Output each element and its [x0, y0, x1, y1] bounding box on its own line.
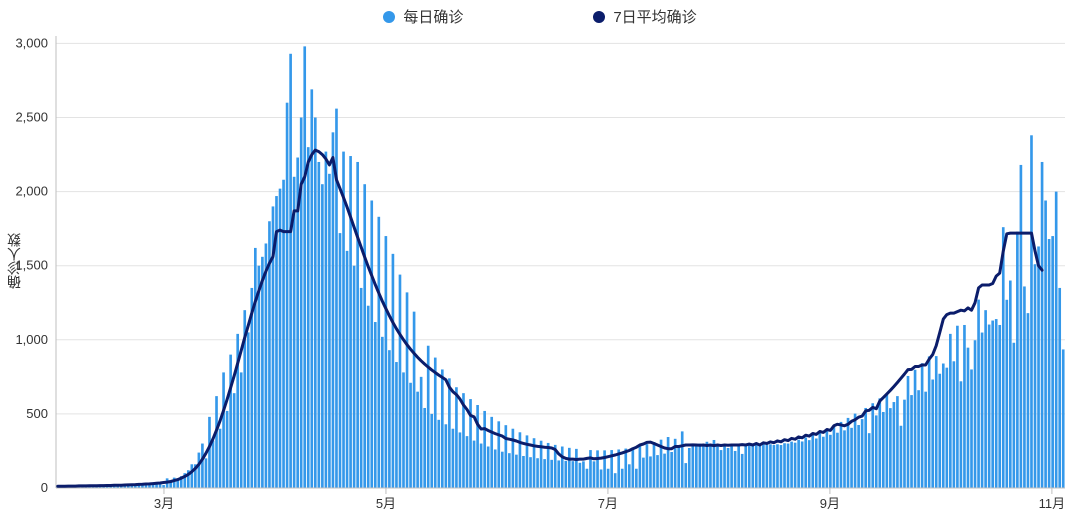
- legend-item-daily[interactable]: 每日确诊: [383, 6, 463, 27]
- svg-text:3,000: 3,000: [15, 35, 48, 50]
- svg-text:11月: 11月: [1039, 496, 1066, 511]
- legend-item-7day-avg[interactable]: 7日平均确诊: [593, 6, 696, 27]
- svg-text:2,500: 2,500: [15, 110, 48, 125]
- legend-dot-icon: [383, 11, 395, 23]
- legend-label: 7日平均确诊: [613, 6, 696, 27]
- svg-text:0: 0: [41, 480, 48, 495]
- chart-legend: 每日确诊 7日平均确诊: [0, 6, 1080, 27]
- svg-text:1,000: 1,000: [15, 332, 48, 347]
- svg-text:7月: 7月: [598, 496, 618, 511]
- chart-canvas: 05001,0001,5002,0002,5003,0003月5月7月9月11月: [0, 0, 1080, 522]
- y-axis-label: 确诊人数: [4, 233, 24, 289]
- svg-text:5月: 5月: [376, 496, 396, 511]
- svg-text:2,000: 2,000: [15, 184, 48, 199]
- legend-dot-icon: [593, 11, 605, 23]
- covid-daily-cases-chart: 每日确诊 7日平均确诊 确诊人数 05001,0001,5002,0002,50…: [0, 0, 1080, 522]
- svg-text:500: 500: [26, 406, 48, 421]
- svg-text:9月: 9月: [820, 496, 840, 511]
- legend-label: 每日确诊: [403, 6, 463, 27]
- svg-text:3月: 3月: [154, 496, 174, 511]
